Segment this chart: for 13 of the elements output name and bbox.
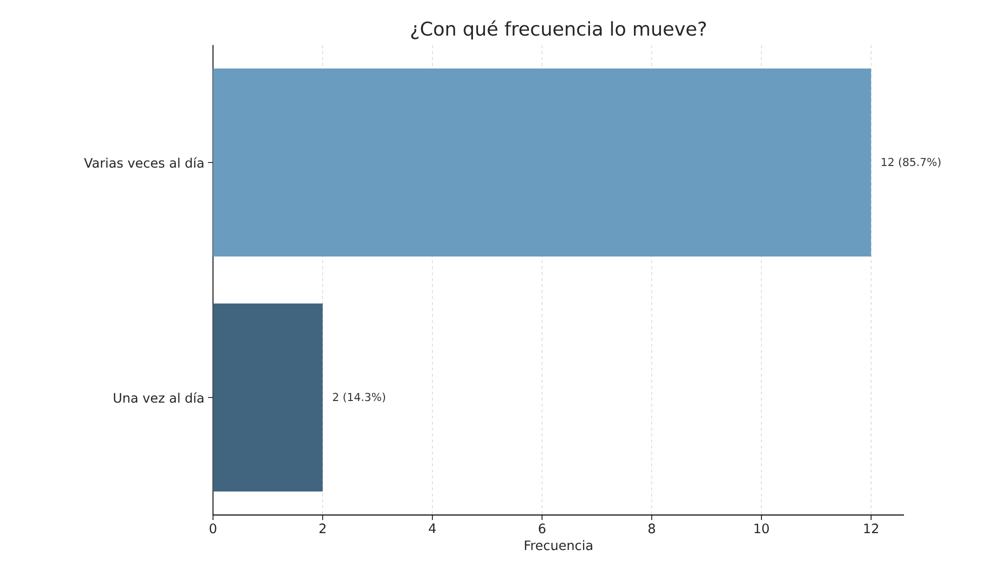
x-tick-label: 8 bbox=[648, 524, 655, 534]
x-tick-label: 2 bbox=[320, 524, 326, 534]
x-tick-label: 12 bbox=[864, 524, 878, 534]
x-tick-label: 10 bbox=[754, 524, 769, 534]
x-tick-label: 6 bbox=[538, 524, 546, 534]
chart-title: ¿Con qué frecuencia lo mueve? bbox=[411, 20, 706, 40]
x-tick-label: 0 bbox=[210, 524, 216, 534]
data-label: 12 (85.7%) bbox=[882, 158, 940, 168]
data-label: 2 (14.3%) bbox=[333, 392, 386, 402]
y-tick-label: Varias veces al día bbox=[84, 157, 204, 168]
x-axis-title: Frecuencia bbox=[524, 540, 592, 550]
x-tick-label: 4 bbox=[428, 524, 436, 533]
y-tick-label: Una vez al día bbox=[114, 392, 204, 403]
